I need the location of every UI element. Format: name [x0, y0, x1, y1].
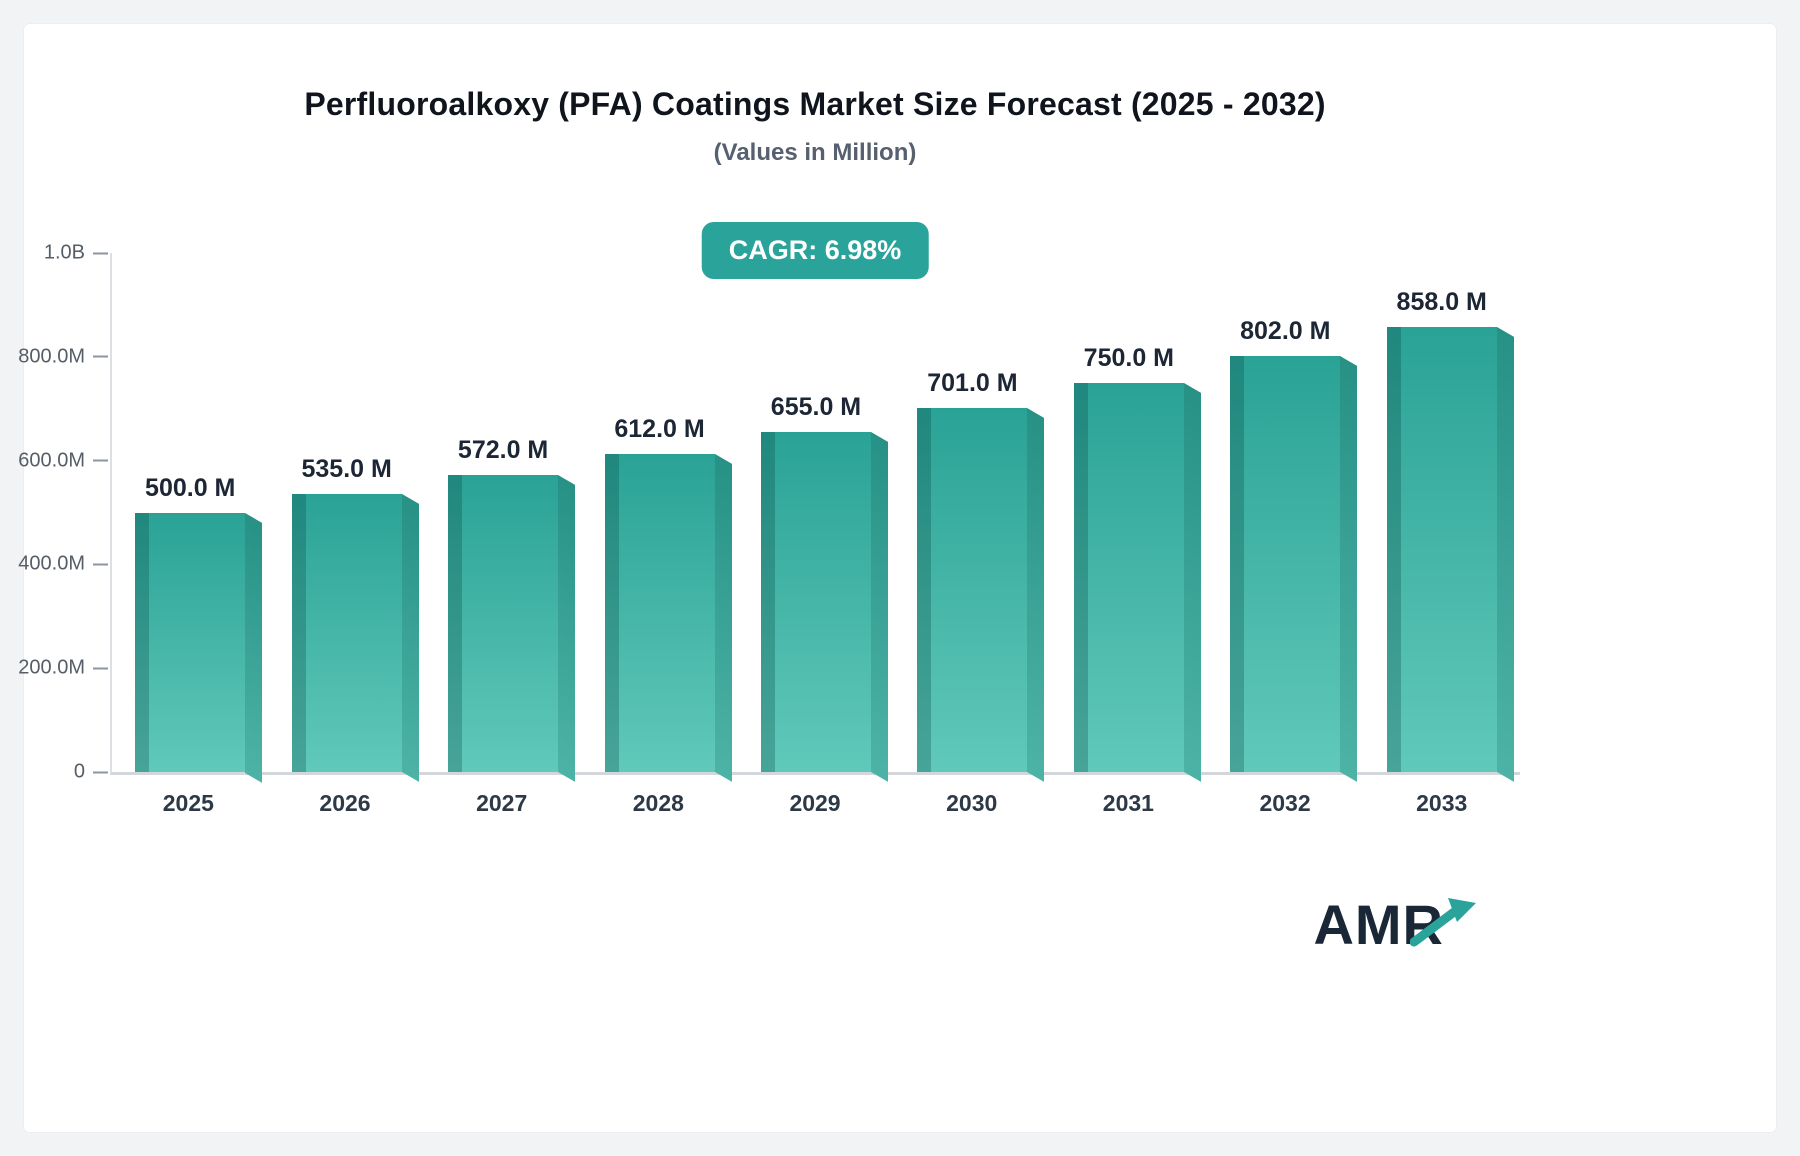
- x-axis-label: 2028: [632, 790, 684, 816]
- bar-side-face: [1496, 326, 1514, 782]
- bar-group: 535.0 M: [268, 253, 424, 782]
- y-axis-tick: 0: [8, 761, 108, 784]
- cagr-badge: CAGR: 6.98%: [701, 222, 929, 279]
- y-axis-tick-label: 800.0M: [18, 345, 85, 368]
- amr-logo-text: AMR: [1313, 893, 1444, 956]
- bar-value-label: 572.0 M: [457, 436, 549, 465]
- y-axis-tick: 800.0M: [8, 345, 108, 368]
- chart-title: Perfluoroalkoxy (PFA) Coatings Market Si…: [304, 86, 1326, 122]
- bar-group: 750.0 M: [1051, 253, 1207, 782]
- bar-side-face: [870, 432, 888, 782]
- bar-value-label: 655.0 M: [770, 393, 862, 422]
- y-axis-tick: 600.0M: [8, 449, 108, 472]
- bar-side-face: [1027, 408, 1045, 782]
- y-axis-tick: 400.0M: [8, 553, 108, 576]
- bar-side-face: [245, 512, 263, 782]
- bar: [291, 494, 419, 782]
- bar: [135, 512, 263, 782]
- amr-logo-arrow-icon: [1410, 897, 1476, 946]
- x-axis-label: 2032: [1259, 790, 1311, 816]
- bar: [448, 475, 576, 782]
- amr-logo: AMR: [1313, 892, 1480, 957]
- y-axis-tick-label: 200.0M: [18, 656, 85, 679]
- bar-side-face: [1340, 355, 1358, 782]
- y-axis-tick-mark: [93, 563, 108, 566]
- y-axis-tick-mark: [93, 355, 108, 358]
- bar-group: 612.0 M: [581, 253, 737, 782]
- bar-side-face: [714, 454, 732, 782]
- bar-group: 500.0 M: [112, 253, 268, 782]
- bar: [1073, 382, 1201, 782]
- x-axis-labels: 2025 2026 2027 2028 2029 2030 2031 2032 2033: [110, 790, 1520, 817]
- bar-value-label: 500.0 M: [145, 473, 236, 502]
- bar-side-face: [1183, 382, 1201, 782]
- x-axis-label: 2025: [162, 790, 214, 816]
- y-axis-tick: 1.0B: [8, 242, 108, 265]
- chart-card: Perfluoroalkoxy (PFA) Coatings Market Si…: [18, 24, 1776, 1132]
- chart-header: Perfluoroalkoxy (PFA) Coatings Market Si…: [110, 86, 1520, 167]
- y-axis-tick-label: 0: [73, 760, 85, 783]
- bar: [917, 408, 1045, 782]
- x-axis-label: 2026: [319, 790, 371, 816]
- bar-group: 858.0 M: [1364, 253, 1520, 782]
- bar-group: 655.0 M: [738, 253, 894, 782]
- y-axis-tick: 200.0M: [8, 657, 108, 680]
- y-axis-tick-mark: [93, 771, 108, 773]
- bar-group: 802.0 M: [1207, 253, 1363, 782]
- y-axis-tick-mark: [93, 252, 108, 254]
- x-axis-label: 2027: [476, 790, 528, 816]
- bar-group: 572.0 M: [425, 253, 581, 782]
- bar: [604, 454, 732, 782]
- y-axis-tick-mark: [93, 459, 108, 462]
- bar-side-face: [401, 494, 419, 782]
- bars-row: 500.0 M 535.0 M 572.0 M 612.0 M 655.0 M 701.0…: [112, 253, 1520, 782]
- x-axis-label: 2031: [1102, 790, 1154, 816]
- bar-group: 701.0 M: [894, 253, 1050, 782]
- y-axis-tick-label: 600.0M: [18, 449, 85, 472]
- x-axis-label: 2029: [789, 790, 841, 816]
- bar: [1230, 355, 1358, 782]
- chart-plot: 500.0 M 535.0 M 572.0 M 612.0 M 655.0 M 701.0…: [18, 242, 1520, 783]
- bar-value-label: 701.0 M: [927, 369, 1018, 398]
- x-axis-label: 2033: [1416, 790, 1468, 816]
- chart-subtitle: (Values in Million): [713, 139, 917, 166]
- bar: [1386, 326, 1514, 782]
- bar-side-face: [558, 475, 576, 782]
- bar-value-label: 858.0 M: [1396, 287, 1487, 316]
- bar-value-label: 612.0 M: [614, 415, 705, 444]
- bar: [760, 432, 888, 782]
- y-axis-tick-label: 1.0B: [43, 241, 85, 264]
- y-axis-tick-mark: [93, 667, 108, 670]
- bar-value-label: 535.0 M: [301, 455, 392, 484]
- bar-value-label: 750.0 M: [1083, 343, 1175, 372]
- bar-value-label: 802.0 M: [1240, 316, 1331, 345]
- y-axis-tick-label: 400.0M: [18, 552, 85, 575]
- x-axis-label: 2030: [946, 790, 998, 816]
